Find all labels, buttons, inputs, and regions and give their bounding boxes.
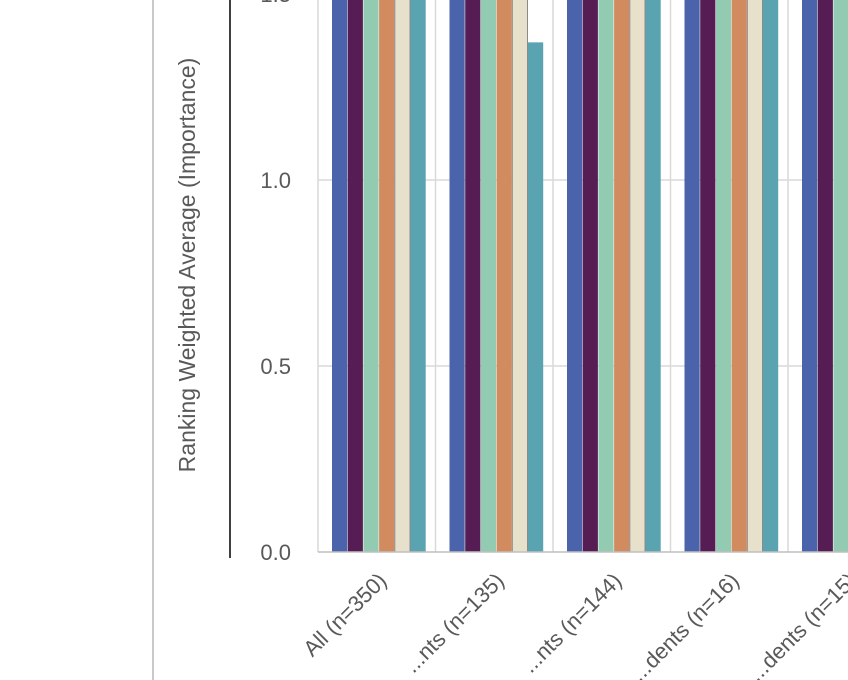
bar: [379, 0, 395, 552]
bar: [449, 0, 465, 552]
bar: [496, 0, 512, 552]
bar: [715, 0, 732, 552]
x-category-label: ...dents (n=15): [743, 568, 848, 680]
bar: [614, 0, 630, 552]
x-category-label: All (n=350): [298, 568, 391, 661]
bar: [394, 0, 411, 553]
bar: [817, 0, 833, 552]
bar: [511, 0, 528, 553]
bar: [332, 0, 348, 552]
bar: [567, 0, 583, 552]
x-category-label: ...dents (n=16): [626, 568, 744, 680]
bar: [363, 0, 379, 552]
bar: [763, 0, 779, 552]
bar: [410, 0, 426, 553]
bar: [700, 0, 716, 552]
y-axis-title: Ranking Weighted Average (Importance): [174, 58, 200, 473]
bar: [746, 0, 763, 553]
x-category-label: ...nts (n=135): [399, 568, 509, 678]
frame-divider: [152, 0, 154, 680]
bar: [629, 0, 646, 553]
x-category-labels: All (n=350) ...nts (n=135) ...nts (n=144).…: [298, 568, 848, 680]
bar: [645, 0, 661, 552]
bar: [731, 0, 747, 552]
bar: [582, 0, 598, 552]
bar: [598, 0, 614, 552]
bar: [802, 0, 818, 553]
y-tick-label: 0.0: [260, 540, 291, 565]
bar: [528, 42, 544, 553]
y-tick-labels: 0.00.51.01.52.02.53.0: [260, 0, 291, 565]
y-tick-label: 1.0: [260, 168, 291, 193]
bar: [480, 0, 497, 553]
y-tick-label: 1.5: [260, 0, 291, 7]
bar: [684, 0, 700, 552]
bar: [465, 0, 481, 552]
y-tick-label: 0.5: [260, 354, 291, 379]
x-category-label: ...nts (n=144): [517, 568, 627, 678]
axes: [229, 0, 848, 558]
bars: [332, 0, 848, 553]
bar: [833, 0, 848, 553]
bar: [347, 0, 363, 552]
